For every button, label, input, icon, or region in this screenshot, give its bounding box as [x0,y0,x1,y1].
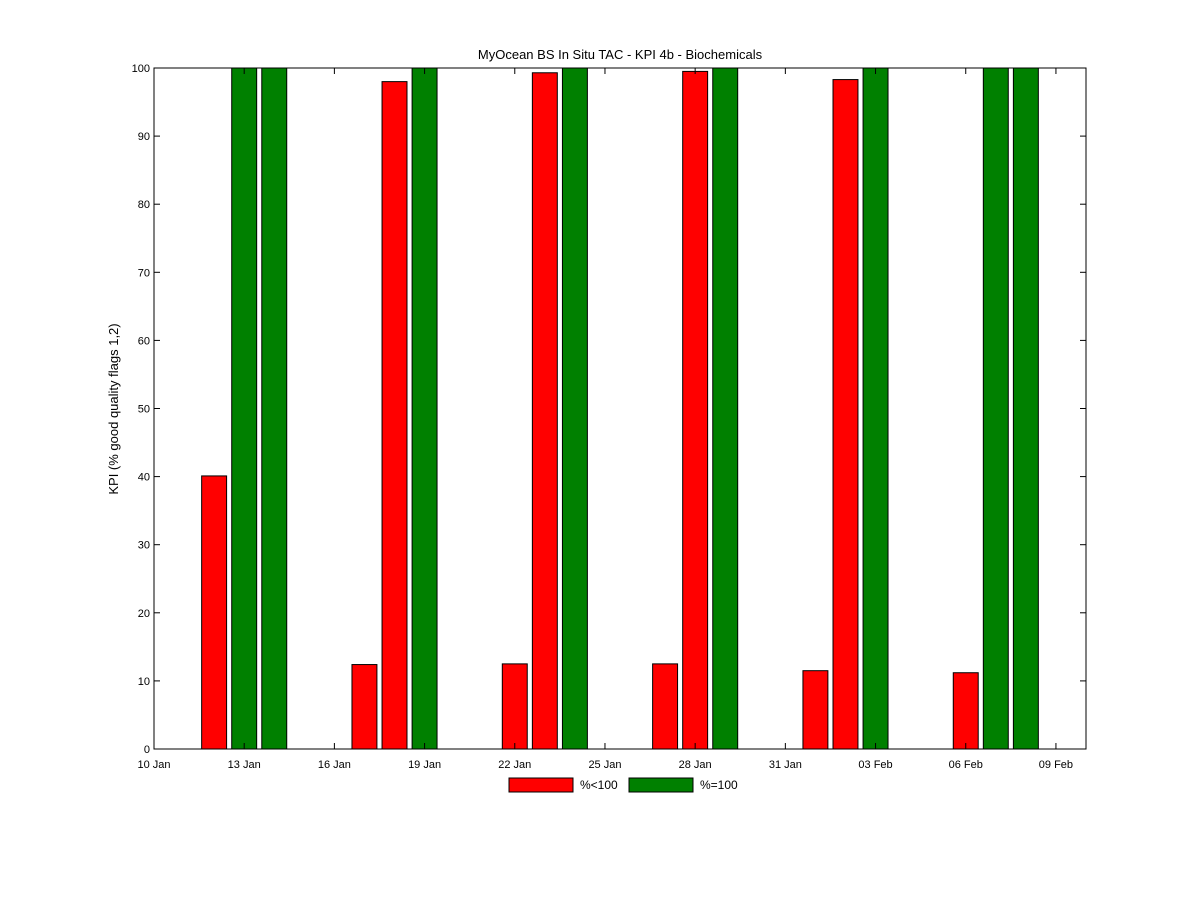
x-tick-label: 03 Feb [858,759,892,771]
x-tick-label: 13 Jan [228,759,261,771]
x-axis-ticks: 10 Jan 13 Jan 16 Jan 19 Jan 22 Jan 25 Jan 28 J… [137,68,1073,771]
x-tick-label: 19 Jan [408,759,441,771]
y-tick-label: 70 [138,267,150,279]
bar-below-100-7 [802,670,829,750]
y-axis-label: KPI (% good quality flags 1,2) [106,323,121,494]
bar-below-100-9 [952,672,979,750]
bars-layer [201,67,1039,750]
bar-below-100-2 [381,81,408,750]
y-tick-label: 20 [138,608,150,620]
plot-frame [153,67,1087,750]
bar-equal-100-3 [561,67,588,750]
bar-equal-100-7 [1012,67,1039,750]
bar-equal-100-1 [261,67,288,750]
y-axis-ticks: 0 10 20 30 40 50 60 70 80 90 100 [132,63,1086,756]
bar-equal-100-6 [982,67,1009,750]
bar-equal-100-2 [411,67,438,750]
legend-label-equal-100: %=100 [700,778,738,792]
y-tick-label: 60 [138,335,150,347]
x-tick-label: 25 Jan [588,759,621,771]
x-tick-label: 28 Jan [679,759,712,771]
bar-below-100-3 [501,663,528,750]
x-tick-label: 16 Jan [318,759,351,771]
y-tick-label: 90 [138,131,150,143]
bar-below-100-1 [351,664,378,750]
bar-below-100-6 [682,70,709,750]
y-tick-label: 0 [144,744,150,756]
x-tick-label: 10 Jan [137,759,170,771]
y-tick-label: 10 [138,676,150,688]
x-tick-label: 22 Jan [498,759,531,771]
x-tick-label: 31 Jan [769,759,802,771]
legend: %<100 %=100 [508,777,738,793]
bar-below-100-8 [832,79,859,750]
x-tick-label: 06 Feb [949,759,983,771]
legend-swatch-below-100 [508,777,574,793]
bar-below-100-5 [652,663,679,750]
y-tick-label: 40 [138,472,150,484]
bar-equal-100-5 [862,67,889,750]
bar-equal-100-0 [231,67,258,750]
bar-below-100-0 [201,475,228,750]
y-tick-label: 100 [132,63,150,75]
bar-below-100-4 [531,72,558,750]
legend-swatch-equal-100 [628,777,694,793]
x-tick-label: 09 Feb [1039,759,1073,771]
legend-label-below-100: %<100 [580,778,618,792]
y-tick-label: 50 [138,404,150,416]
bar-equal-100-4 [712,67,739,750]
chart-title: MyOcean BS In Situ TAC - KPI 4b - Bioche… [478,47,763,62]
y-tick-label: 80 [138,199,150,211]
y-tick-label: 30 [138,540,150,552]
